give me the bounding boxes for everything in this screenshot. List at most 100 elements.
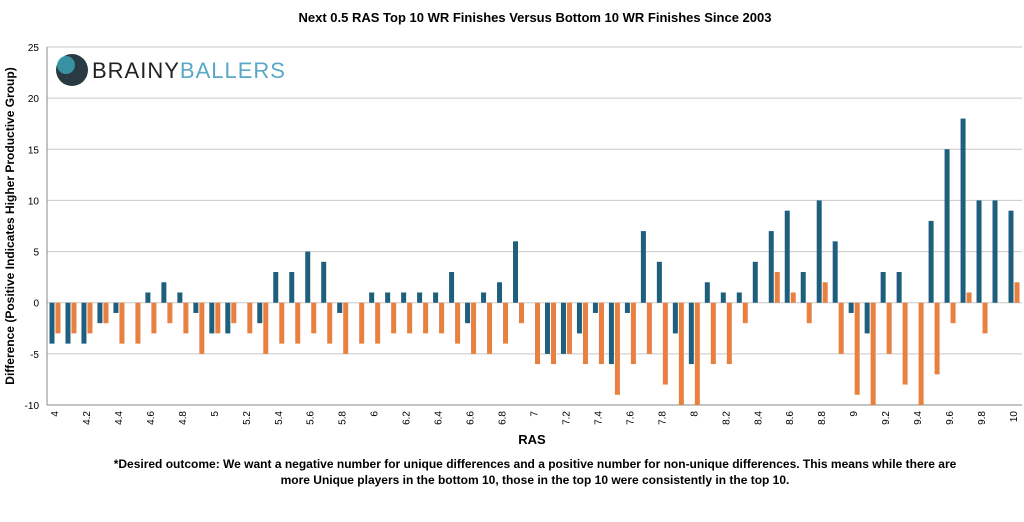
y-tick-label: 0 <box>33 299 39 310</box>
bar <box>790 292 796 303</box>
bar <box>736 292 742 303</box>
footnote: more Unique players in the bottom 10, th… <box>281 473 790 487</box>
x-tick-label: 9.6 <box>945 411 956 425</box>
y-tick-label: 10 <box>28 196 40 207</box>
bar <box>55 302 61 334</box>
logo-helmet-pattern <box>57 56 75 74</box>
bar <box>966 292 972 303</box>
x-tick-label: 5.4 <box>274 411 285 425</box>
bar <box>113 302 119 313</box>
bar <box>630 302 636 365</box>
bar <box>582 302 588 365</box>
logo-text-2: BALLERS <box>180 58 286 83</box>
bar <box>209 302 215 334</box>
x-tick-label: 8 <box>689 411 700 417</box>
bar <box>151 302 157 334</box>
y-tick-label: 15 <box>28 145 40 156</box>
bar <box>279 302 285 344</box>
bar <box>704 282 710 303</box>
bar <box>982 302 988 334</box>
bar <box>726 302 732 365</box>
bar <box>103 302 109 324</box>
bar <box>247 302 253 334</box>
bar <box>672 302 678 334</box>
bar <box>295 302 301 344</box>
bar <box>662 302 668 385</box>
bar <box>503 302 509 344</box>
bar <box>407 302 413 334</box>
bar <box>535 302 540 365</box>
bar <box>550 302 556 365</box>
bar <box>1014 282 1020 303</box>
bar <box>918 302 924 405</box>
bar <box>902 302 908 385</box>
x-tick-label: 4.2 <box>82 411 93 425</box>
bar <box>992 200 998 303</box>
bar <box>854 302 860 395</box>
x-tick-label: 8.6 <box>785 411 796 425</box>
bar <box>289 272 295 303</box>
bar <box>215 302 221 334</box>
bar <box>513 241 519 303</box>
bar <box>433 292 439 303</box>
x-tick-label: 9.2 <box>881 411 892 425</box>
bar <box>560 302 566 354</box>
bar <box>896 272 902 303</box>
x-axis-label: RAS <box>518 432 546 447</box>
bar <box>544 302 550 354</box>
bar <box>928 220 934 303</box>
y-axis-label: Difference (Positive Indicates Higher Pr… <box>3 67 17 384</box>
x-tick-label: 5.8 <box>338 411 349 425</box>
x-tick-label: 6.2 <box>402 411 413 425</box>
x-tick-label: 6 <box>370 411 381 417</box>
bar <box>886 302 892 354</box>
bar <box>742 302 748 324</box>
bar <box>816 200 822 303</box>
bar <box>343 302 349 354</box>
bar <box>327 302 333 344</box>
bar <box>1008 210 1014 303</box>
bar <box>369 292 375 303</box>
y-tick-label: -5 <box>30 350 39 361</box>
bar <box>598 302 604 365</box>
bar <box>321 261 327 303</box>
bar <box>385 292 391 303</box>
bar <box>65 302 71 344</box>
bar <box>566 302 572 354</box>
bar <box>263 302 269 354</box>
bar <box>624 302 630 313</box>
logo: BRAINYBALLERS <box>56 54 286 86</box>
bar <box>838 302 844 354</box>
x-tick-label: 4.6 <box>146 411 157 425</box>
bar <box>481 292 487 303</box>
bar <box>678 302 684 405</box>
bar <box>449 272 455 303</box>
bar <box>231 302 237 324</box>
x-tick-label: 4.4 <box>114 411 125 425</box>
bar <box>359 302 365 344</box>
x-tick-label: 5 <box>210 411 221 417</box>
bar <box>471 302 477 354</box>
bar <box>71 302 77 334</box>
x-tick-label: 7.8 <box>657 411 668 425</box>
bar <box>880 272 886 303</box>
x-tick-label: 8.4 <box>753 411 764 425</box>
bar <box>257 302 263 324</box>
y-tick-label: -10 <box>25 401 40 412</box>
bar <box>608 302 614 365</box>
bar <box>774 272 780 303</box>
bar <box>145 292 151 303</box>
bar <box>864 302 870 334</box>
bar <box>97 302 103 324</box>
bar <box>960 118 966 303</box>
logo-text: BRAINYBALLERS <box>92 58 286 83</box>
logo-text-1: BRAINY <box>92 58 180 83</box>
bar <box>822 282 828 303</box>
bar <box>656 261 662 303</box>
bar <box>183 302 189 334</box>
bar <box>119 302 125 344</box>
bar <box>870 302 876 405</box>
bar <box>161 282 167 303</box>
bar <box>614 302 620 395</box>
bar <box>49 302 55 344</box>
